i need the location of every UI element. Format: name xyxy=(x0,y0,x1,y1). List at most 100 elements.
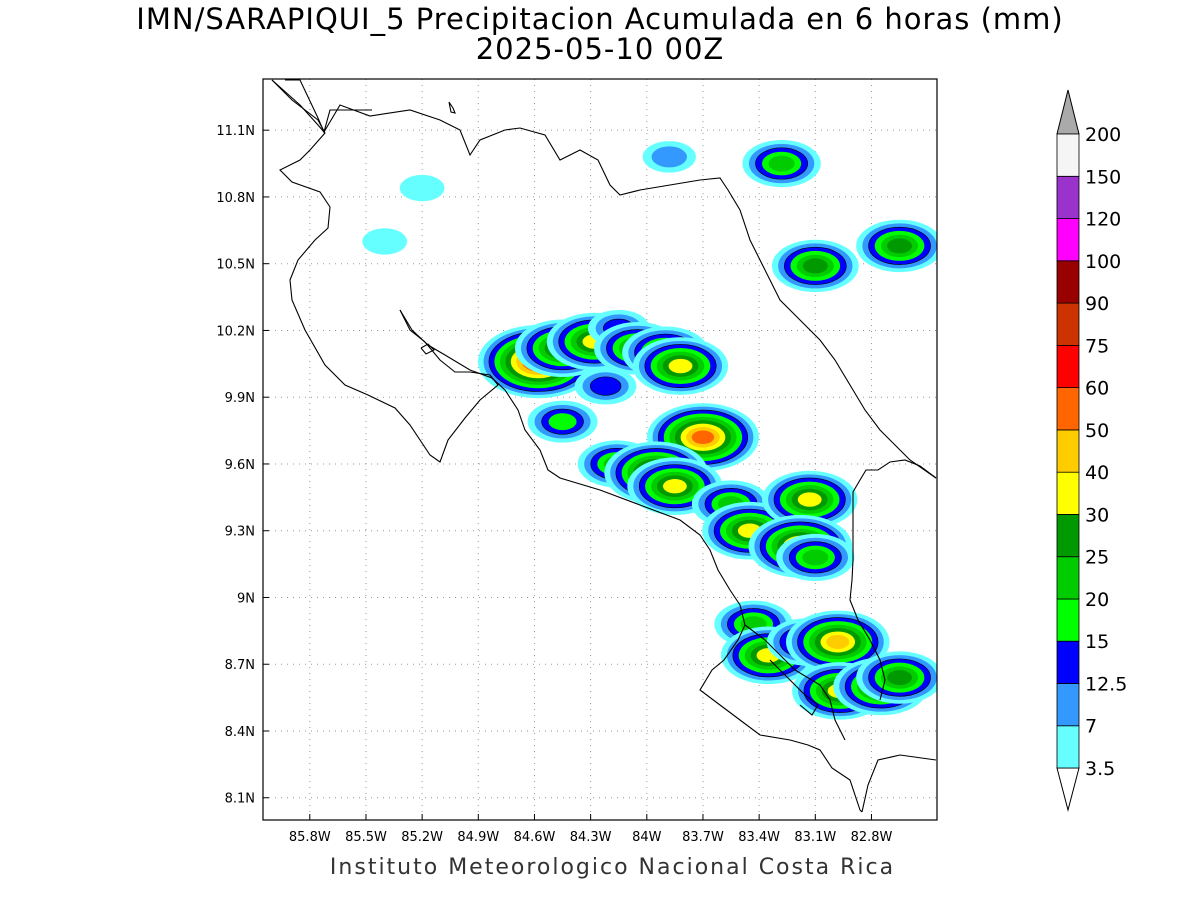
precip-contour xyxy=(589,376,622,396)
colorbar-label: 100 xyxy=(1085,251,1121,273)
latitude-ticks: 8.1N 8.4N 8.7N 9N 9.3N 9.6N 9.9N 10.2N 10.5N 10.8… xyxy=(216,124,269,807)
lat-tick-label: 10.2N xyxy=(216,324,255,339)
lat-tick-label: 10.5N xyxy=(216,258,255,273)
colorbar-segment xyxy=(1056,471,1080,515)
colorbar-label: 7 xyxy=(1085,716,1097,738)
precip-contour xyxy=(797,492,822,507)
colorbar-label: 30 xyxy=(1085,504,1109,526)
lon-tick-label: 83.4W xyxy=(738,830,780,845)
precip-cell xyxy=(776,533,855,582)
lon-tick-label: 84.3W xyxy=(570,830,612,845)
precip-contour xyxy=(662,479,687,494)
precip-contour xyxy=(887,670,912,686)
precip-cell xyxy=(742,139,821,188)
precip-contour xyxy=(399,174,445,202)
colorbar-segment xyxy=(1056,683,1080,727)
lat-tick-label: 11.1N xyxy=(216,124,255,139)
precip-cell xyxy=(856,651,937,704)
colorbar-segment xyxy=(1056,133,1080,177)
longitude-ticks: 85.8W 85.5W 85.2W 84.9W 84.6W 84.3W 84W 83.7W 83… xyxy=(289,814,893,845)
lat-tick-label: 10.8N xyxy=(216,191,255,206)
credit-label: Instituto Meteorologico Nacional Costa R… xyxy=(329,855,896,880)
map-valid-time: 2025-05-10 00Z xyxy=(475,32,725,66)
colorbar-label: 90 xyxy=(1085,293,1109,315)
colorbar-segment xyxy=(1056,725,1080,769)
colorbar-segment xyxy=(1056,514,1080,558)
colorbar-segment xyxy=(1056,218,1080,262)
colorbar-label: 20 xyxy=(1085,589,1109,611)
precip-cell xyxy=(642,141,696,173)
precip-contour xyxy=(548,413,577,431)
colorbar-segment xyxy=(1056,302,1080,346)
lake-nicaragua-islet xyxy=(448,101,456,114)
lat-tick-label: 9.3N xyxy=(225,525,255,540)
precip-contour xyxy=(651,146,687,168)
lon-tick-label: 85.8W xyxy=(289,830,331,845)
caribbean-coast xyxy=(727,189,937,479)
panama-border xyxy=(849,459,937,701)
precip-contour xyxy=(668,358,693,374)
precip-cell xyxy=(574,367,637,405)
precip-contour xyxy=(362,228,408,255)
lon-tick-label: 85.5W xyxy=(345,830,387,845)
precip-cell xyxy=(762,470,858,529)
osa-peninsula xyxy=(744,624,846,741)
colorbar-label: 60 xyxy=(1085,378,1109,400)
colorbar-label: 40 xyxy=(1085,462,1109,484)
precip-cell xyxy=(362,228,408,255)
colorbar-segment xyxy=(1056,387,1080,431)
plot-frame xyxy=(262,78,938,821)
colorbar-under-arrow xyxy=(1056,767,1080,812)
colorbar-label: 120 xyxy=(1085,209,1121,231)
precip-cell xyxy=(632,337,729,395)
precip-cell xyxy=(785,610,890,674)
precip-cell xyxy=(527,400,598,443)
precip-cell xyxy=(771,239,859,293)
colorbar-segment xyxy=(1056,556,1080,600)
precipitation-cells xyxy=(362,139,937,720)
colorbar-label: 150 xyxy=(1085,166,1121,188)
colorbar-segment xyxy=(1056,640,1080,684)
colorbar-segment xyxy=(1056,260,1080,304)
precip-cell xyxy=(856,219,937,273)
precip-cell xyxy=(399,174,445,202)
colorbar-segment xyxy=(1056,429,1080,473)
colorbar-segment xyxy=(1056,344,1080,388)
lon-tick-label: 83.7W xyxy=(682,830,724,845)
lon-tick-label: 84.9W xyxy=(457,830,499,845)
lon-tick-label: 82.8W xyxy=(851,830,893,845)
colorbar-label: 3.5 xyxy=(1085,758,1115,780)
lat-tick-label: 8.7N xyxy=(225,658,255,673)
lat-tick-label: 8.4N xyxy=(225,725,255,740)
lat-tick-label: 8.1N xyxy=(225,792,255,807)
colorbar-label: 50 xyxy=(1085,420,1109,442)
coastlines xyxy=(271,79,937,813)
map-title: IMN/SARAPIQUI_5 Precipitacion Acumulada … xyxy=(136,2,1064,36)
colorbar-label: 15 xyxy=(1085,631,1109,653)
precip-cell xyxy=(627,457,723,516)
colorbar-label: 12.5 xyxy=(1085,674,1127,696)
panama-pacific-coast xyxy=(861,754,937,813)
precip-contour xyxy=(691,430,715,445)
colorbar-segment xyxy=(1056,175,1080,220)
colorbar-over-arrow xyxy=(1056,89,1080,135)
colorbar-label: 200 xyxy=(1085,124,1121,146)
lon-tick-label: 84.6W xyxy=(514,830,556,845)
colorbar: 3.5 7 12.5 15 20 25 30 40 50 60 75 90 100 120 150 200 xyxy=(1056,89,1127,812)
precip-contour xyxy=(887,238,912,254)
island-outline xyxy=(420,343,435,355)
lat-tick-label: 9.6N xyxy=(225,458,255,473)
golfito-inlet xyxy=(769,659,819,716)
lon-tick-label: 85.2W xyxy=(401,830,443,845)
lon-tick-label: 83.1W xyxy=(794,830,836,845)
precip-contour xyxy=(826,634,850,649)
lon-tick-label: 84W xyxy=(632,830,662,845)
precip-contour xyxy=(768,155,795,172)
precip-contour xyxy=(802,258,828,274)
gulf-nicoya-east-coast xyxy=(399,309,863,813)
colorbar-segment xyxy=(1056,598,1080,642)
colorbar-label: 25 xyxy=(1085,547,1109,569)
colorbar-label: 75 xyxy=(1085,335,1109,357)
lat-tick-label: 9N xyxy=(237,591,255,606)
